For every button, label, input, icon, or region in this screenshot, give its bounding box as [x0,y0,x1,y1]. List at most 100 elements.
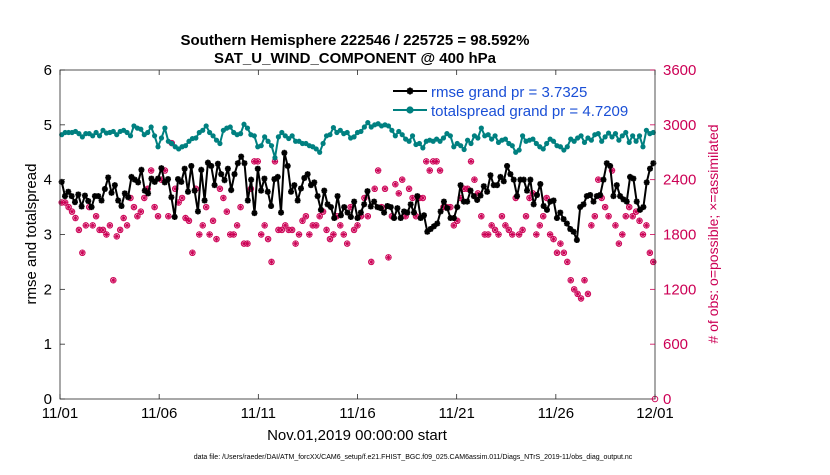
spread-point [602,134,608,140]
obs-point [550,235,557,243]
rmse-point [500,178,507,185]
spread-point [358,128,364,135]
rmse-point [208,162,215,169]
obs-point [491,226,499,234]
obs-point [110,276,117,284]
obs-point [220,194,227,202]
obs-point [302,212,310,220]
spread-point [351,134,357,140]
obs-point [368,258,375,266]
spread-point [213,137,220,143]
obs-point [564,258,571,266]
rmse-point [440,198,447,205]
y-left-tick-label: 6 [44,62,52,79]
obs-point [505,226,513,234]
y-right-tick-label: 2400 [663,172,696,189]
rmse-point [334,193,341,200]
x-tick-label: 12/01 [636,405,674,422]
obs-point [61,199,69,206]
y-right-tick-label: 1200 [663,281,696,298]
rmse-point [181,165,188,172]
y-right-axis-ticks: 0 600 1200 1800 2400 3000 3600 [650,62,696,408]
rmse-point [603,160,610,167]
obs-point [268,258,275,266]
rmse-point [165,176,172,183]
spread-point [110,128,116,135]
legend-spread-label: totalspread grand pr = 4.7209 [431,103,628,120]
obs-point [581,276,588,284]
x-axis-label: Nov.01,2019 00:00:00 start [267,427,448,444]
obs-point [261,222,268,229]
obs-point [371,185,378,193]
obs-point [619,231,626,238]
rmse-point [560,216,567,223]
rmse-point [78,203,85,210]
rmse-point [188,162,195,169]
obs-point [257,231,265,238]
spread-point [275,134,281,140]
spread-point [330,124,337,131]
spread-point [489,136,495,142]
rmse-point [65,188,72,195]
obs-point [639,231,647,238]
rmse-point [301,175,308,182]
rmse-point [75,191,82,198]
chart-title-line2: SAT_U_WIND_COMPONENT @ 400 hPa [214,50,497,67]
rmse-point [444,205,451,212]
obs-point [254,158,262,165]
rmse-point [357,209,364,216]
rmse-point [430,223,437,230]
obs-point [292,240,299,247]
rmse-point [155,175,162,182]
obs-point [502,222,509,229]
rmse-point [254,165,261,172]
spread-point [409,133,416,139]
spread-point [612,131,619,137]
rmse-point [480,183,487,190]
rmse-point [85,198,92,205]
rmse-point [201,197,208,204]
rmse-point [620,196,627,203]
spread-point [564,144,570,150]
spread-point [623,129,629,136]
rmse-point [288,188,295,195]
spread-point [158,135,165,141]
rmse-point [647,165,654,172]
spread-point [437,138,443,144]
y-left-axis-label: rmse and totalspread [23,164,40,305]
obs-point [509,231,516,238]
rmse-point [593,193,600,200]
legend-spread-marker [406,106,414,114]
y-right-tick-label: 3000 [663,117,696,134]
spread-point [458,143,464,149]
rmse-point [101,185,108,192]
obs-point [141,194,148,202]
obs-point [450,222,458,229]
y-left-tick-label: 4 [44,172,52,189]
y-right-tick-label: 3600 [663,62,696,79]
obs-point [392,180,399,188]
spread-point [599,138,605,144]
obs-point [343,240,351,247]
spread-point [451,144,457,150]
rmse-point [71,199,78,206]
obs-point [350,226,358,234]
rmse-point [115,197,122,204]
spread-point [124,129,130,136]
obs-point [99,226,107,234]
rmse-point [198,166,205,173]
spread-point [605,130,612,136]
rmse-point [211,182,218,189]
obs-point [137,208,145,215]
spread-point [244,125,251,131]
obs-point [120,214,127,222]
obs-point [299,217,306,225]
obs-point [467,158,475,165]
rmse-point [414,193,421,200]
spread-point [96,133,103,139]
y-right-axis-label: # of obs: o=possible; ×=assimilated [705,124,721,343]
rmse-point [467,187,474,194]
spread-point [151,133,158,139]
rmse-point [135,179,142,186]
